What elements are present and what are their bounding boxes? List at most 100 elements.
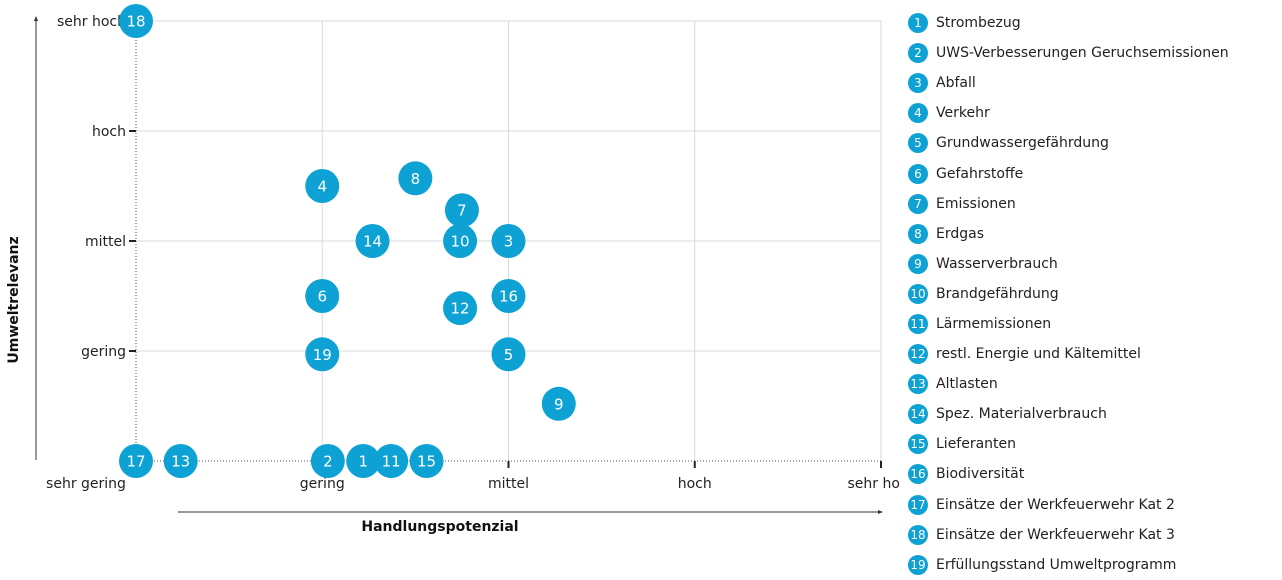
bubble-label: 3 — [504, 233, 514, 251]
axes: Handlungspotenzial Umweltrelevanz — [6, 16, 883, 535]
legend-number: 3 — [908, 73, 928, 94]
bubble — [119, 444, 153, 478]
bubble-label: 14 — [363, 233, 382, 251]
x-tick-label: sehr hoch — [848, 476, 901, 492]
legend-label: Einsätze der Werkfeuerwehr Kat 2 — [936, 496, 1175, 513]
legend-label: Strombezug — [936, 15, 1021, 32]
bubble — [119, 4, 153, 38]
x-axis-title: Handlungspotenzial — [361, 519, 518, 535]
legend-number: 10 — [908, 283, 928, 304]
legend-label: restl. Energie und Kältemittel — [936, 346, 1141, 363]
legend-number: 7 — [908, 193, 928, 214]
x-axis-arrowhead — [878, 510, 883, 514]
data-point: 9 — [541, 386, 576, 421]
legend-label: Abfall — [936, 75, 976, 92]
legend-label: Einsätze der Werkfeuerwehr Kat 3 — [936, 526, 1175, 543]
bubble-label: 10 — [451, 233, 470, 251]
legend-item: 19 Erfüllungsstand Umweltprogramm — [908, 550, 1229, 580]
bubble-label: 16 — [499, 288, 518, 306]
legend: 1 Strombezug 2 UWS-Verbesserungen Geruchsem… — [908, 8, 1229, 580]
legend-item: 12 restl. Energie und Kältemittel — [908, 339, 1229, 369]
legend-item: 15 Lieferanten — [908, 429, 1229, 459]
y-tick-label: hoch — [92, 124, 126, 140]
bubble — [310, 444, 345, 478]
bubble-label: 15 — [417, 453, 436, 471]
bubble-label: 18 — [126, 13, 145, 31]
bubble — [444, 193, 479, 228]
data-point: 19 — [305, 337, 340, 372]
data-point: 18 — [119, 4, 153, 38]
data-point: 10 — [443, 224, 478, 258]
legend-item: 7 Emissionen — [908, 189, 1229, 219]
legend-label: Spez. Materialverbrauch — [936, 406, 1107, 423]
x-tick-label: gering — [300, 476, 345, 492]
legend-number: 8 — [908, 223, 928, 244]
y-tick-label: sehr hoch — [57, 14, 126, 30]
legend-number: 4 — [908, 103, 928, 124]
bubble — [355, 224, 390, 258]
legend-label: Wasserverbrauch — [936, 255, 1058, 272]
legend-item: 10 Brandgefährdung — [908, 279, 1229, 309]
legend-number: 18 — [908, 524, 928, 545]
bubble — [491, 224, 526, 258]
legend-label: Lieferanten — [936, 436, 1017, 453]
bubble-label: 7 — [457, 202, 467, 220]
bubble-label: 6 — [317, 288, 327, 306]
y-axis-arrowhead — [34, 16, 38, 21]
x-tick-label: hoch — [678, 476, 712, 492]
legend-label: Erdgas — [936, 225, 985, 242]
legend-label: Altlasten — [936, 376, 998, 393]
legend-item: 17 Einsätze der Werkfeuerwehr Kat 2 — [908, 490, 1229, 520]
data-point: 7 — [444, 193, 479, 228]
data-point: 3 — [491, 224, 526, 258]
bubble — [443, 224, 478, 258]
bubble — [491, 279, 526, 313]
legend-number: 2 — [908, 43, 928, 64]
legend-number: 16 — [908, 464, 928, 485]
y-tick-label: mittel — [85, 234, 126, 250]
legend-item: 14 Spez. Materialverbrauch — [908, 399, 1229, 429]
bubble — [305, 337, 340, 372]
bubble-label: 5 — [504, 346, 514, 364]
legend-label: Verkehr — [936, 105, 990, 122]
legend-label: Lärmemissionen — [936, 315, 1052, 332]
legend-number: 9 — [908, 253, 928, 274]
bubble-label: 17 — [126, 453, 145, 471]
bubble-label: 19 — [313, 346, 332, 364]
legend-number: 17 — [908, 494, 928, 515]
bubble — [374, 444, 409, 478]
legend-label: Emissionen — [936, 195, 1016, 212]
data-point: 8 — [398, 161, 433, 196]
legend-label: Biodiversität — [936, 466, 1025, 483]
legend-item: 2 UWS-Verbesserungen Geruchsemissionen — [908, 38, 1229, 68]
legend-label: Grundwassergefährdung — [936, 135, 1109, 152]
data-point: 6 — [305, 279, 340, 313]
bubble-label: 9 — [554, 395, 564, 413]
legend-number: 13 — [908, 374, 928, 395]
data-point: 2 — [310, 444, 345, 478]
x-tick-label: mittel — [488, 476, 529, 492]
legend-label: Gefahrstoffe — [936, 165, 1024, 182]
legend-item: 8 Erdgas — [908, 219, 1229, 249]
bubble-label: 2 — [323, 453, 333, 471]
data-point: 13 — [163, 444, 198, 478]
legend-item: 5 Grundwassergefährdung — [908, 128, 1229, 158]
legend-label: UWS-Verbesserungen Geruchsemissionen — [936, 45, 1229, 62]
legend-item: 6 Gefahrstoffe — [908, 158, 1229, 188]
legend-item: 3 Abfall — [908, 68, 1229, 98]
bubble — [491, 337, 526, 372]
legend-number: 11 — [908, 313, 928, 334]
bubble-label: 13 — [171, 453, 190, 471]
legend-item: 1 Strombezug — [908, 8, 1229, 38]
bubble — [305, 169, 340, 203]
bubble — [305, 279, 340, 313]
legend-item: 9 Wasserverbrauch — [908, 249, 1229, 279]
bubble-label: 8 — [411, 170, 421, 188]
legend-label: Brandgefährdung — [936, 285, 1059, 302]
data-point: 16 — [491, 279, 526, 313]
legend-item: 11 Lärmemissionen — [908, 309, 1229, 339]
data-point: 15 — [409, 444, 444, 478]
x-tick-label: sehr gering — [46, 476, 126, 492]
data-point: 5 — [491, 337, 526, 372]
